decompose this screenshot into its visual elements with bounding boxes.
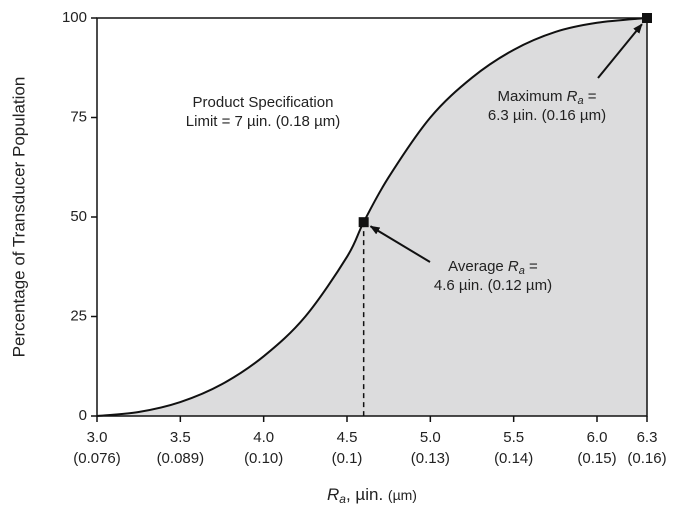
marker-label: 4.6 µin. (0.12 µm) <box>434 277 552 294</box>
x-label-unit2: (µm) <box>388 487 417 503</box>
area <box>97 18 647 416</box>
y-tick-label: 100 <box>62 9 87 26</box>
marker-label-part: Average <box>448 258 508 275</box>
x-tick-label: 3.0 <box>87 429 108 446</box>
x-tick-sublabel: (0.10) <box>244 450 283 467</box>
x-tick-sublabel: (0.13) <box>411 450 450 467</box>
marker <box>642 13 652 23</box>
arrow <box>369 225 431 263</box>
x-tick-sublabel: (0.14) <box>494 450 533 467</box>
marker-label-part: a <box>519 265 525 277</box>
marker-label-part: = <box>584 88 597 105</box>
marker-label-part: a <box>577 95 583 107</box>
x-tick-sublabel: (0.089) <box>157 450 205 467</box>
y-tick-label: 0 <box>79 407 87 424</box>
marker-label-part: = <box>525 258 538 275</box>
y-axis-label: Percentage of Transducer Population <box>9 77 28 358</box>
marker <box>358 217 369 228</box>
y-tick-label: 50 <box>70 208 87 225</box>
x-tick-label: 6.0 <box>587 429 608 446</box>
annotation: Limit = 7 µin. (0.18 µm) <box>186 113 340 130</box>
x-tick-label: 4.0 <box>253 429 274 446</box>
x-tick-label: 3.5 <box>170 429 191 446</box>
marker-label: 6.3 µin. (0.16 µm) <box>488 107 606 124</box>
x-tick-label: 5.5 <box>503 429 524 446</box>
marker-label-part: R <box>508 258 519 275</box>
x-tick-sublabel: (0.076) <box>73 450 121 467</box>
marker-label-part: R <box>567 88 578 105</box>
x-axis-label: Ra, µin. (µm) <box>327 485 417 506</box>
marker-label-part: Maximum <box>497 88 566 105</box>
x-label-subscript: a <box>339 492 346 506</box>
x-tick-label: 4.5 <box>337 429 358 446</box>
x-label-symbol: R <box>327 485 339 504</box>
x-label-unit: , µin. <box>346 485 388 504</box>
marker-label: Maximum Ra = <box>497 88 596 107</box>
annotation: Product Specification <box>193 94 334 111</box>
x-tick-label: 5.0 <box>420 429 441 446</box>
x-tick-label: 6.3 <box>637 429 658 446</box>
y-tick-label: 25 <box>70 307 87 324</box>
x-tick-sublabel: (0.15) <box>577 450 616 467</box>
x-tick-sublabel: (0.1) <box>332 450 363 467</box>
y-tick-label: 75 <box>70 108 87 125</box>
marker-label: Average Ra = <box>448 258 538 277</box>
arrow <box>597 23 643 79</box>
x-tick-sublabel: (0.16) <box>627 450 666 467</box>
